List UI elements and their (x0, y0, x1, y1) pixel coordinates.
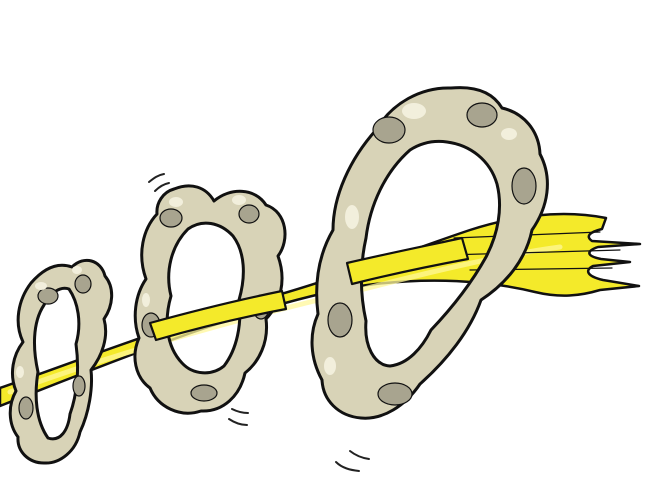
smoke-ring-medium (133, 184, 287, 415)
motion-lines (148, 173, 370, 472)
smoke-ring-small (8, 258, 114, 465)
smoke-ring-large (310, 86, 549, 420)
speed-streak-foreground (148, 236, 470, 342)
